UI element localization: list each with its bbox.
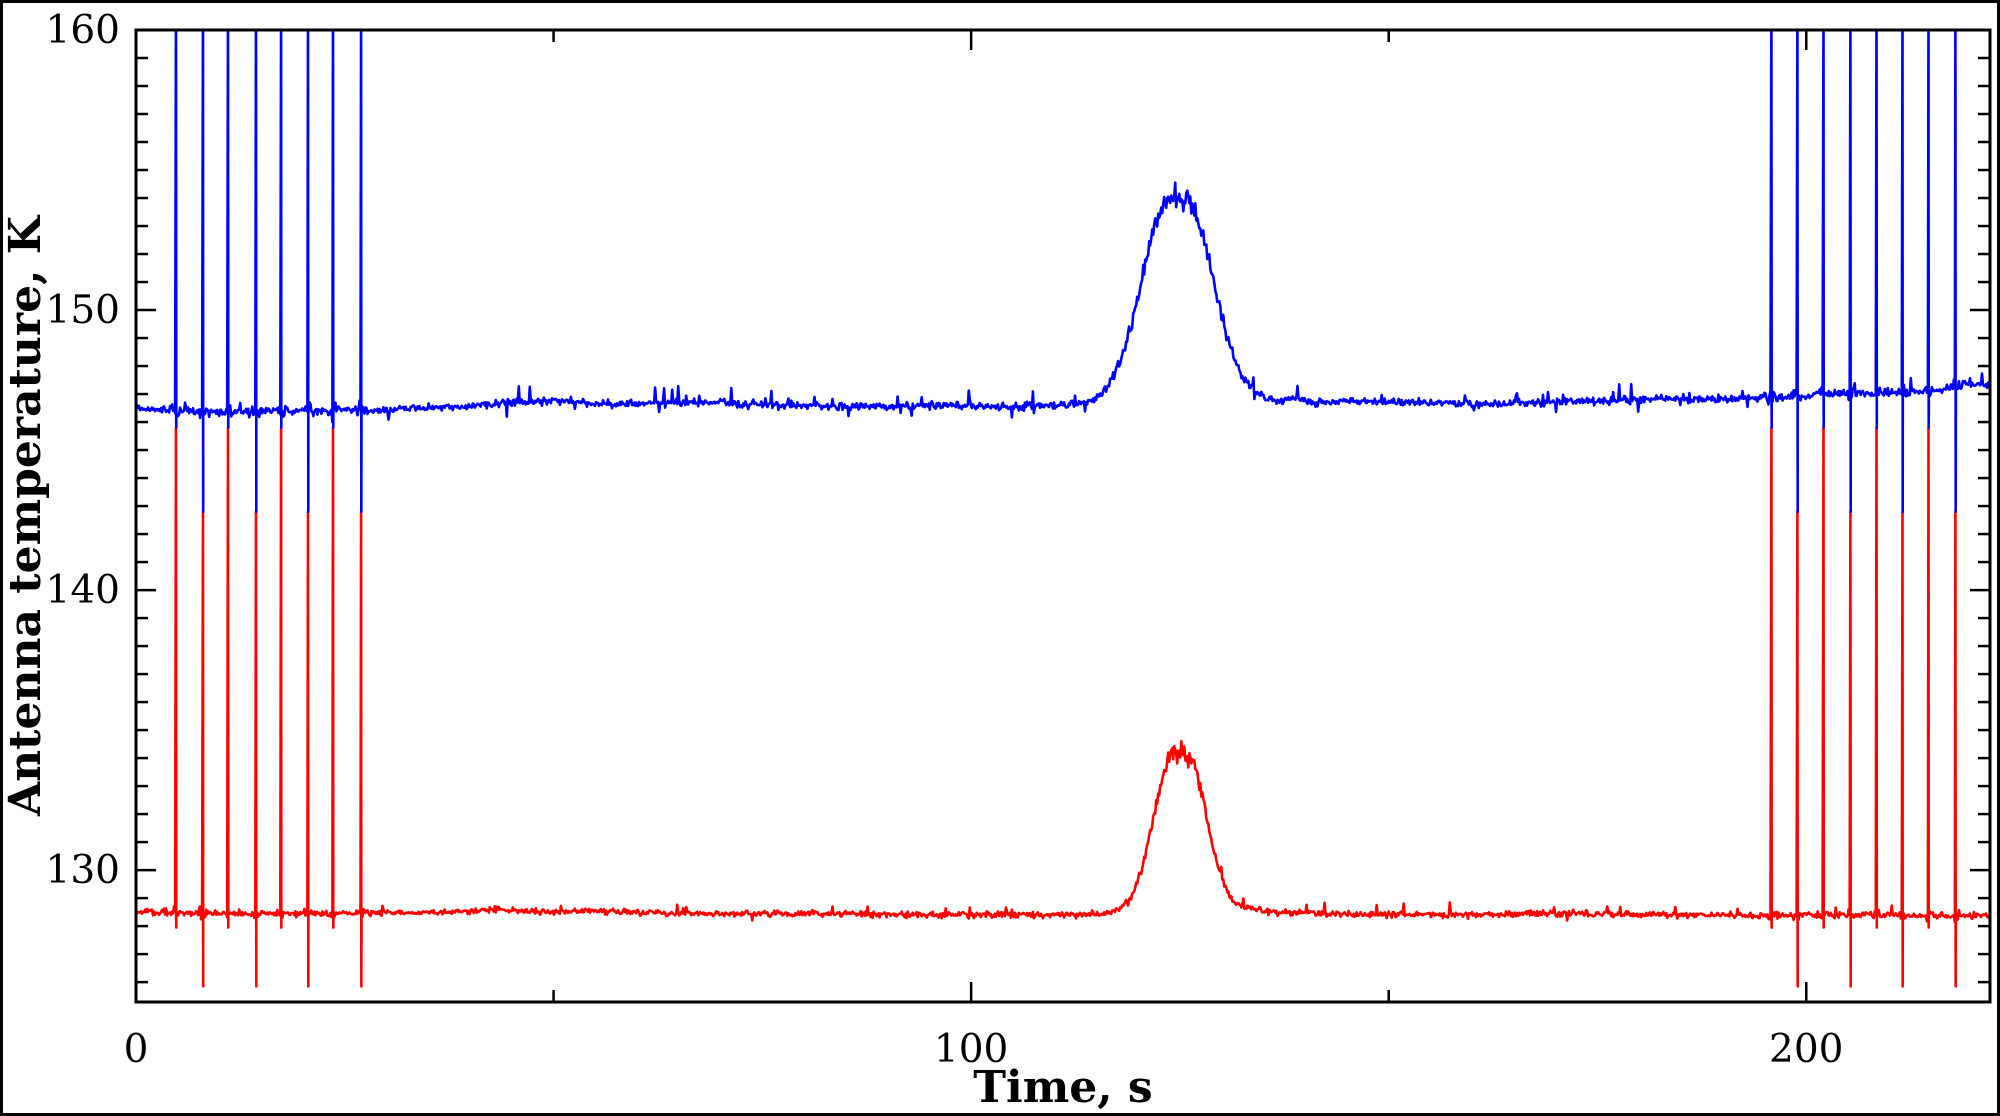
x-tick-label: 200 bbox=[1769, 1027, 1843, 1072]
plot-frame bbox=[134, 28, 1992, 1004]
x-axis-title: Time, s bbox=[973, 1062, 1152, 1113]
y-tick-label: 130 bbox=[46, 848, 120, 893]
x-tick-label: 0 bbox=[124, 1027, 149, 1072]
y-tick-label: 160 bbox=[46, 8, 120, 53]
y-tick-label: 150 bbox=[46, 288, 120, 333]
tick-labels: 0 100 200 130 140 150 160 bbox=[46, 8, 1844, 1072]
upper-trace-line bbox=[136, 30, 1990, 513]
x-tick-label: 100 bbox=[934, 1027, 1008, 1072]
traces bbox=[136, 30, 1990, 988]
lower-trace-line bbox=[136, 426, 1990, 988]
y-tick-label: 140 bbox=[46, 568, 120, 613]
axis-ticks bbox=[134, 28, 1990, 1002]
y-axis-title: Antenna temperature, K bbox=[0, 214, 51, 817]
